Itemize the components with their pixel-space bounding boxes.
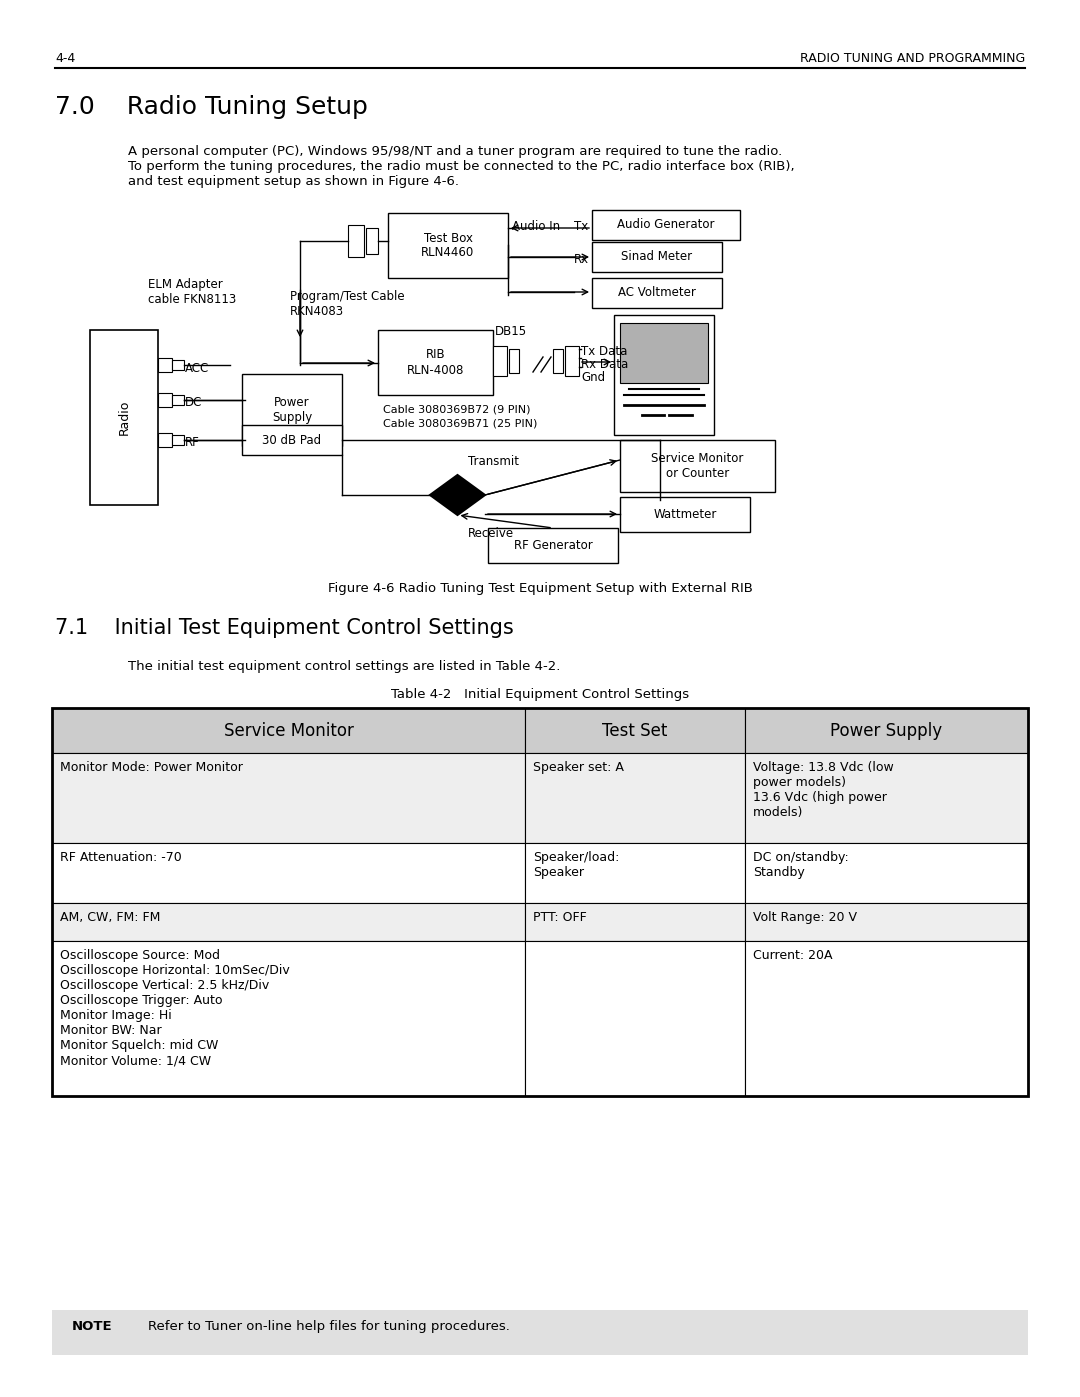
Text: Service Monitor
or Counter: Service Monitor or Counter	[651, 453, 744, 481]
Bar	[158, 393, 172, 407]
Bar	[525, 753, 745, 842]
Text: Radio: Radio	[118, 400, 131, 436]
Bar	[366, 228, 378, 254]
Text: A personal computer (PC), Windows 95/98/NT and a tuner program are required to t: A personal computer (PC), Windows 95/98/…	[129, 145, 795, 189]
Text: Sinad Meter: Sinad Meter	[621, 250, 692, 264]
Text: Gnd: Gnd	[581, 372, 605, 384]
Bar	[52, 1310, 1028, 1355]
Bar	[348, 225, 364, 257]
Bar	[525, 902, 745, 942]
Text: Figure 4-6 Radio Tuning Test Equipment Setup with External RIB: Figure 4-6 Radio Tuning Test Equipment S…	[327, 583, 753, 595]
Text: Cable 3080369B72 (9 PIN): Cable 3080369B72 (9 PIN)	[383, 404, 530, 414]
Text: Volt Range: 20 V: Volt Range: 20 V	[753, 911, 856, 923]
Text: 7.0    Radio Tuning Setup: 7.0 Radio Tuning Setup	[55, 95, 368, 119]
Bar	[509, 349, 519, 373]
Text: AC Voltmeter: AC Voltmeter	[618, 286, 696, 299]
Text: DC on/standby:
Standby: DC on/standby: Standby	[753, 851, 849, 879]
Text: RADIO TUNING AND PROGRAMMING: RADIO TUNING AND PROGRAMMING	[800, 52, 1025, 66]
Text: AM, CW, FM: FM: AM, CW, FM: FM	[60, 911, 160, 923]
Text: DB15: DB15	[495, 326, 527, 338]
Bar	[52, 753, 525, 842]
Bar	[172, 360, 184, 370]
Text: RIB
RLN-4008: RIB RLN-4008	[407, 348, 464, 377]
Bar	[388, 212, 508, 278]
Bar	[525, 842, 745, 902]
Bar	[52, 708, 525, 753]
Bar	[52, 842, 525, 902]
Text: Voltage: 13.8 Vdc (low
power models)
13.6 Vdc (high power
models): Voltage: 13.8 Vdc (low power models) 13.…	[753, 761, 894, 819]
Bar	[172, 395, 184, 405]
Text: The initial test equipment control settings are listed in Table 4-2.: The initial test equipment control setti…	[129, 659, 561, 673]
Text: ELM Adapter
cable FKN8113: ELM Adapter cable FKN8113	[148, 278, 237, 306]
Text: Audio In: Audio In	[512, 219, 561, 233]
Text: Power
Supply: Power Supply	[272, 395, 312, 425]
Text: 30 dB Pad: 30 dB Pad	[262, 433, 322, 447]
Text: Power Supply: Power Supply	[831, 721, 943, 739]
Bar	[158, 358, 172, 372]
Text: Speaker/load:
Speaker: Speaker/load: Speaker	[534, 851, 620, 879]
Bar	[525, 942, 745, 1097]
Text: Service Monitor: Service Monitor	[224, 721, 353, 739]
Text: 7.1    Initial Test Equipment Control Settings: 7.1 Initial Test Equipment Control Setti…	[55, 617, 514, 638]
Text: DC: DC	[185, 397, 202, 409]
Bar	[52, 708, 1028, 1097]
Text: RF: RF	[185, 436, 200, 450]
Bar	[90, 330, 158, 504]
Bar	[488, 528, 618, 563]
Text: Receive: Receive	[468, 527, 514, 541]
Text: Oscilloscope Source: Mod
Oscilloscope Horizontal: 10mSec/Div
Oscilloscope Vertic: Oscilloscope Source: Mod Oscilloscope Ho…	[60, 949, 289, 1067]
Text: PTT: OFF: PTT: OFF	[534, 911, 588, 923]
Text: Refer to Tuner on-line help files for tuning procedures.: Refer to Tuner on-line help files for tu…	[148, 1320, 510, 1333]
Bar	[378, 330, 492, 395]
Text: NOTE: NOTE	[72, 1320, 112, 1333]
Text: Table 4-2   Initial Equipment Control Settings: Table 4-2 Initial Equipment Control Sett…	[391, 687, 689, 701]
Bar	[620, 497, 750, 532]
Bar	[620, 440, 775, 492]
Bar	[553, 349, 563, 373]
Text: Program/Test Cable
RKN4083: Program/Test Cable RKN4083	[291, 291, 405, 319]
Bar	[745, 753, 1028, 842]
Bar	[242, 425, 342, 455]
Bar	[745, 902, 1028, 942]
Bar	[492, 346, 507, 376]
Polygon shape	[430, 475, 485, 515]
Text: Test Set: Test Set	[603, 721, 667, 739]
Text: Audio Generator: Audio Generator	[618, 218, 715, 232]
Bar	[592, 210, 740, 240]
Bar	[242, 374, 342, 446]
Text: Monitor Mode: Power Monitor: Monitor Mode: Power Monitor	[60, 761, 243, 774]
Text: Transmit: Transmit	[468, 455, 519, 468]
Bar	[615, 314, 714, 434]
Text: RF Generator: RF Generator	[514, 539, 592, 552]
Bar	[158, 433, 172, 447]
Bar	[52, 902, 525, 942]
Text: Test Box
RLN4460: Test Box RLN4460	[421, 232, 474, 260]
Bar	[620, 323, 708, 383]
Text: 4-4: 4-4	[55, 52, 76, 66]
Text: Tx Data: Tx Data	[581, 345, 627, 358]
Text: Tx: Tx	[573, 219, 589, 233]
Text: RF Attenuation: -70: RF Attenuation: -70	[60, 851, 181, 863]
Bar	[592, 278, 723, 307]
Text: Rx Data: Rx Data	[581, 358, 629, 372]
Bar	[565, 346, 579, 376]
Bar	[172, 434, 184, 446]
Bar	[525, 708, 745, 753]
Text: Rx: Rx	[573, 253, 589, 265]
Text: Wattmeter: Wattmeter	[653, 509, 717, 521]
Text: Current: 20A: Current: 20A	[753, 949, 833, 963]
Bar	[745, 942, 1028, 1097]
Text: ACC: ACC	[185, 362, 210, 374]
Text: Speaker set: A: Speaker set: A	[534, 761, 624, 774]
Bar	[745, 842, 1028, 902]
Bar	[592, 242, 723, 272]
Bar	[52, 942, 525, 1097]
Text: Cable 3080369B71 (25 PIN): Cable 3080369B71 (25 PIN)	[383, 418, 538, 427]
Bar	[745, 708, 1028, 753]
